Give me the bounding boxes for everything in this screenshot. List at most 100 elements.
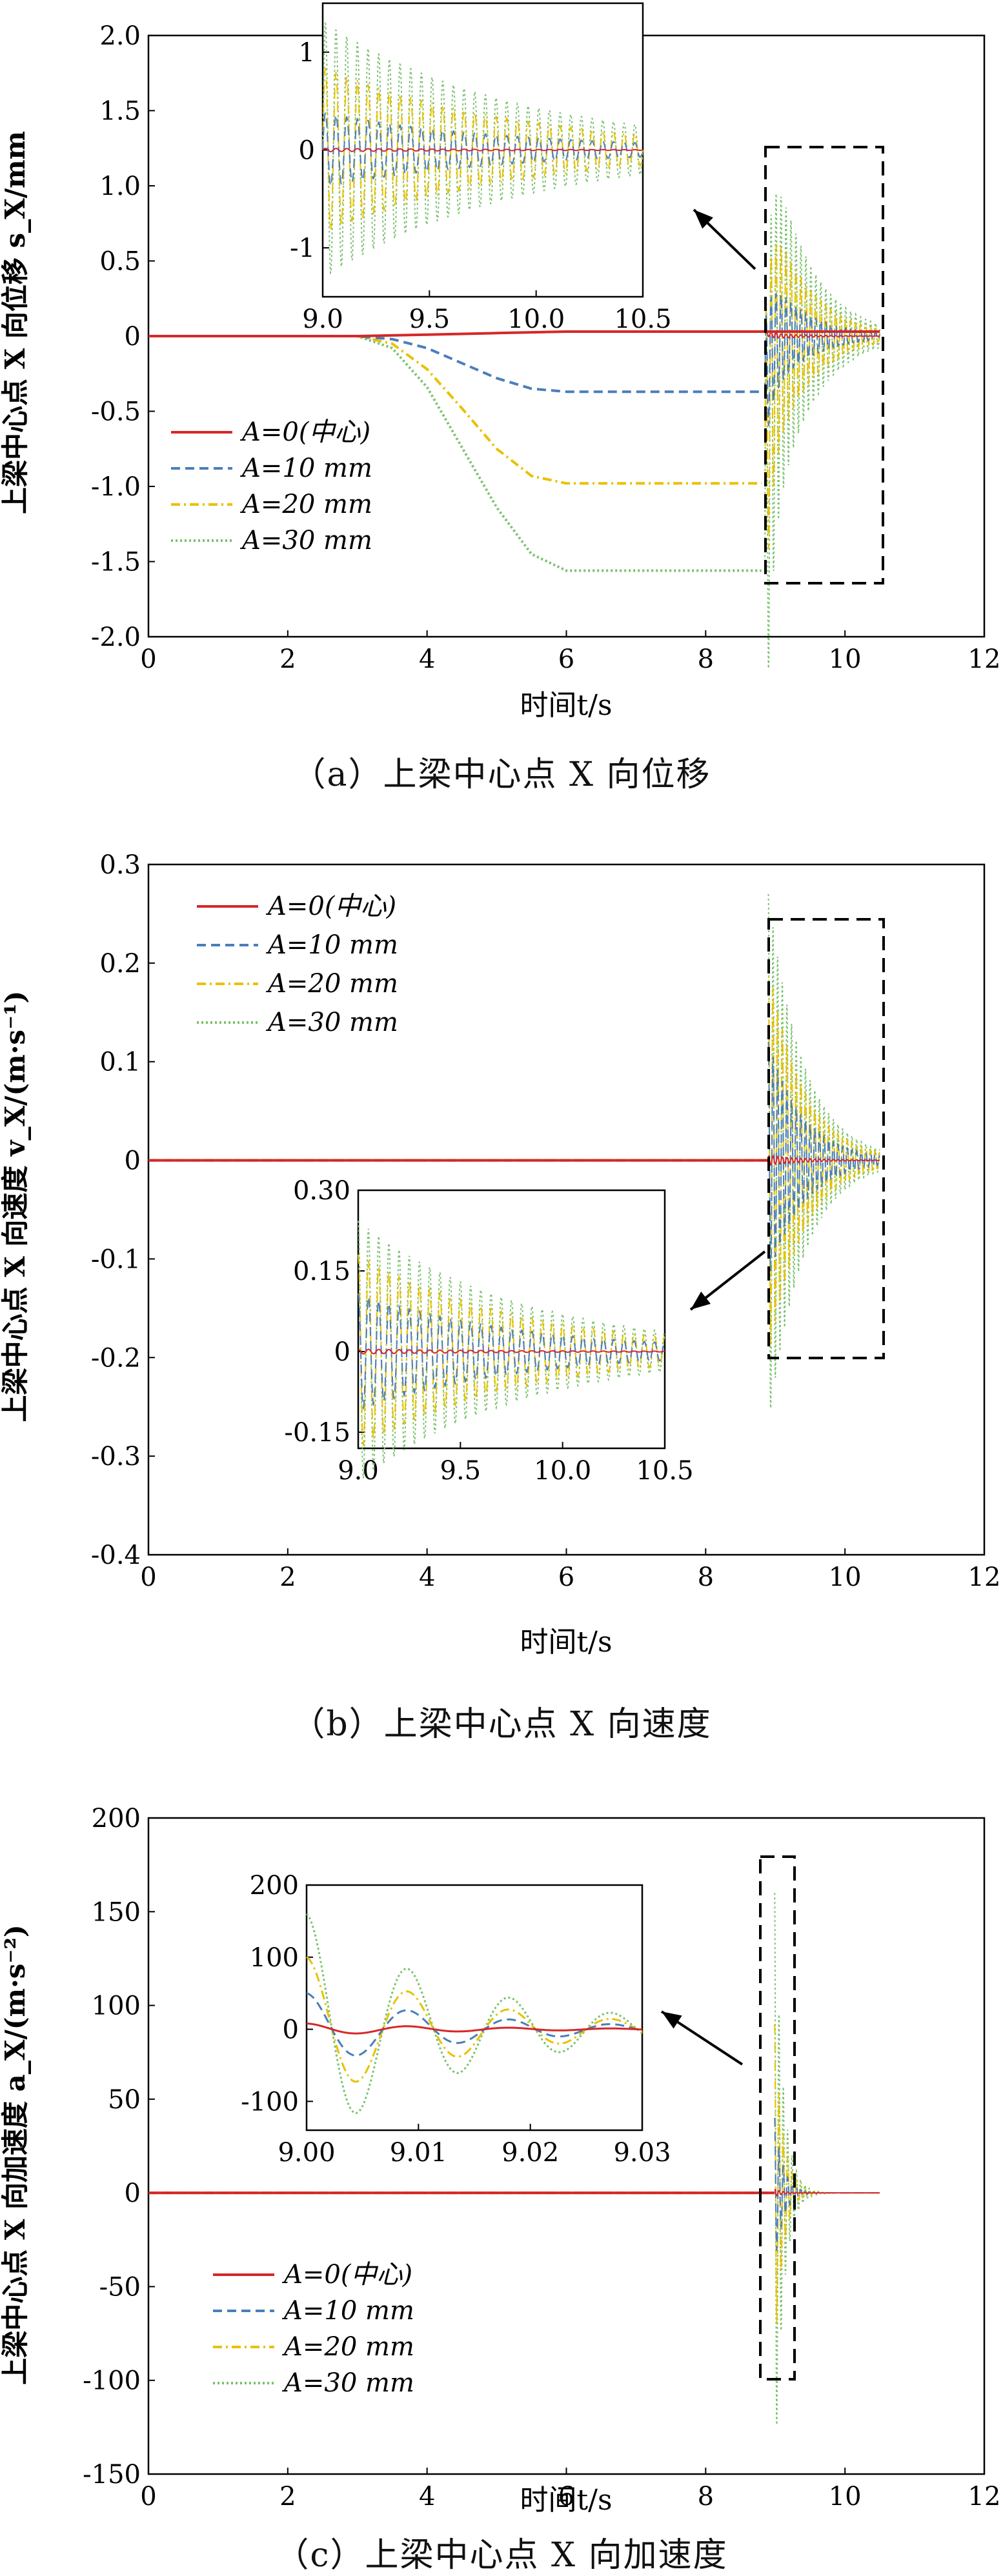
b-inset-plot-frame	[357, 1189, 666, 1450]
c-y-tick-label: -100	[83, 2366, 141, 2396]
b-y-tick-label: -0.4	[91, 1541, 141, 1570]
c-inset-plot-frame	[305, 1884, 643, 2132]
series-oscillation-2	[774, 2024, 880, 2324]
a-inset-x-tick-label: 9.5	[409, 305, 451, 334]
series-oscillation-0	[767, 1155, 880, 1166]
b-y-tick-label: 0.1	[99, 1048, 141, 1077]
zoom-arrow-head	[662, 2012, 682, 2029]
a-inset-y-tick-label: -1	[290, 234, 315, 263]
a-y-tick-label: -2.0	[91, 623, 141, 652]
c-inset-x-tick-label: 9.03	[613, 2138, 671, 2168]
caption-c: （c）上梁中心点 X 向加速度	[275, 2536, 728, 2575]
x-axis-label: 时间t/s	[520, 1626, 612, 1659]
c-y-tick-label: 150	[92, 1897, 141, 1927]
b-x-tick-label: 4	[419, 1563, 435, 1592]
a-x-tick-label: 8	[698, 644, 714, 674]
b-x-tick-label: 10	[829, 1563, 862, 1592]
c-inset-y-tick-label: 200	[250, 1871, 299, 1901]
series-oscillation-2	[764, 243, 881, 549]
b-inset-x-tick-label: 10.0	[534, 1456, 591, 1486]
legend-label-1: A=10 mm	[281, 2296, 414, 2326]
c-x-tick-label: 2	[279, 2482, 296, 2511]
b-inset-x-tick-label: 9.0	[338, 1456, 379, 1486]
b-x-tick-label: 2	[279, 1563, 296, 1592]
caption-a: （a）上梁中心点 X 向位移	[292, 755, 711, 794]
series-oscillation-2	[767, 963, 880, 1345]
c-y-tick-label: 200	[92, 1804, 141, 1833]
series-oscillation-0	[764, 328, 880, 339]
a-x-tick-label: 10	[829, 644, 862, 674]
a-y-tick-label: 0	[125, 322, 141, 352]
b-x-tick-label: 8	[698, 1563, 714, 1592]
c-y-tick-label: -150	[83, 2460, 141, 2490]
legend-label-0: A=0(中心)	[239, 417, 370, 447]
c-x-tick-label: 12	[968, 2482, 1001, 2511]
b-inset-y-tick-label: 0	[334, 1337, 350, 1367]
c-y-tick-label: 0	[125, 2179, 141, 2208]
a-inset-x-tick-label: 10.0	[507, 305, 565, 334]
series-oscillation-0	[774, 2188, 880, 2197]
series-oscillation-3	[774, 1893, 880, 2425]
inset-series-0	[307, 2022, 643, 2035]
c-x-tick-label: 6	[558, 2482, 574, 2511]
zoom-arrow-head	[694, 210, 713, 229]
c-inset-y-tick-label: 100	[250, 1943, 299, 1973]
c-y-tick-label: -50	[99, 2272, 141, 2302]
legend-label-2: A=20 mm	[281, 2332, 414, 2362]
inset-background	[358, 1190, 665, 1448]
c-x-tick-label: 4	[419, 2482, 435, 2511]
legend-label-2: A=20 mm	[265, 969, 398, 999]
a-y-tick-label: -1.5	[91, 548, 141, 577]
c-y-tick-label: 50	[108, 2085, 141, 2115]
a-y-tick-label: 1.5	[99, 97, 141, 126]
b-inset-y-tick-label: 0.30	[293, 1176, 350, 1206]
inset-series-2	[358, 1254, 665, 1446]
inset-background	[307, 1885, 642, 2130]
a-y-tick-label: 2.0	[99, 21, 141, 51]
b-y-tick-label: -0.3	[91, 1442, 141, 1472]
b-x-tick-label: 12	[968, 1563, 1001, 1592]
b-y-tick-label: 0.3	[99, 850, 141, 880]
b-y-tick-label: -0.1	[91, 1244, 141, 1274]
c-inset-x-tick-label: 9.01	[390, 2138, 447, 2168]
c-x-tick-label: 10	[829, 2482, 862, 2511]
inset-series-0	[358, 1348, 665, 1355]
c-x-tick-label: 0	[140, 2482, 156, 2511]
a-y-tick-label: 0.5	[99, 247, 141, 277]
series-line-1	[148, 335, 762, 394]
a-inset-y-tick-label: 1	[299, 38, 315, 68]
legend-label-3: A=30 mm	[265, 1008, 398, 1037]
series-oscillation-1	[767, 1042, 880, 1272]
zoom-arrow-head	[691, 1292, 711, 1310]
a-x-tick-label: 0	[140, 644, 156, 674]
c-x-tick-label: 8	[698, 2482, 714, 2511]
legend-label-3: A=30 mm	[239, 526, 372, 555]
series-oscillation-3	[767, 894, 880, 1410]
legend-label-1: A=10 mm	[239, 454, 372, 483]
zoom-box	[764, 146, 884, 584]
b-inset-y-tick-label: 0.15	[293, 1257, 350, 1286]
b-y-tick-label: -0.2	[91, 1343, 141, 1373]
inset-series-3	[358, 1221, 665, 1479]
a-x-tick-label: 2	[279, 644, 296, 674]
inset-series-0	[322, 148, 643, 152]
legend-label-0: A=0(中心)	[265, 892, 396, 921]
b-inset-x-tick-label: 9.5	[440, 1456, 481, 1486]
x-axis-label: 时间t/s	[520, 689, 612, 722]
a-x-tick-label: 6	[558, 644, 574, 674]
inset-series-1	[306, 1992, 643, 2057]
b-y-tick-label: 0	[125, 1146, 141, 1176]
c-inset-x-tick-label: 9.00	[278, 2138, 335, 2168]
series-line-3	[148, 335, 762, 572]
c-inset-x-tick-label: 9.02	[502, 2138, 559, 2168]
a-x-tick-label: 4	[419, 644, 435, 674]
legend-label-1: A=10 mm	[265, 930, 398, 960]
b-inset-y-tick-label: -0.15	[284, 1418, 350, 1448]
y-axis-label: 上梁中心点 X 向位移 s_X/mm	[0, 131, 31, 514]
a-y-tick-label: 1.0	[99, 172, 141, 201]
legend-label-2: A=20 mm	[239, 490, 372, 519]
a-y-tick-label: -1.0	[91, 472, 141, 502]
caption-b: （b）上梁中心点 X 向速度	[291, 1705, 712, 1744]
a-inset-x-tick-label: 9.0	[302, 305, 343, 334]
b-x-tick-label: 6	[558, 1563, 574, 1592]
